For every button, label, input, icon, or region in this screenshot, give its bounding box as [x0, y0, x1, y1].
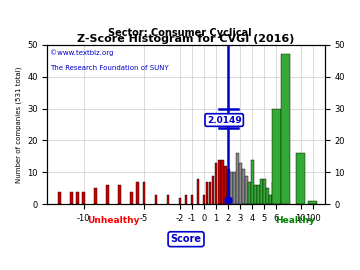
Bar: [309, 201, 317, 204]
Bar: [185, 195, 187, 204]
Bar: [203, 195, 206, 204]
Text: Unhealthy: Unhealthy: [87, 216, 140, 225]
Title: Z-Score Histogram for CVGI (2016): Z-Score Histogram for CVGI (2016): [77, 34, 295, 44]
Bar: [257, 185, 260, 204]
Bar: [266, 188, 269, 204]
Bar: [272, 182, 275, 204]
Bar: [215, 163, 217, 204]
Bar: [239, 163, 242, 204]
Bar: [254, 185, 257, 204]
Bar: [167, 195, 169, 204]
Bar: [236, 153, 239, 204]
Bar: [106, 185, 109, 204]
Bar: [296, 153, 305, 204]
Bar: [76, 192, 79, 204]
Bar: [191, 195, 193, 204]
Bar: [272, 109, 281, 204]
Bar: [218, 160, 221, 204]
Text: ©www.textbiz.org: ©www.textbiz.org: [50, 49, 113, 56]
Bar: [269, 195, 272, 204]
Text: The Research Foundation of SUNY: The Research Foundation of SUNY: [50, 65, 169, 72]
Bar: [58, 192, 61, 204]
Bar: [230, 173, 233, 204]
Bar: [212, 176, 215, 204]
Bar: [197, 179, 199, 204]
Bar: [179, 198, 181, 204]
Bar: [248, 182, 251, 204]
Bar: [251, 160, 254, 204]
Bar: [224, 166, 226, 204]
Bar: [233, 173, 235, 204]
Bar: [143, 182, 145, 204]
Bar: [206, 182, 208, 204]
Bar: [227, 169, 230, 204]
Bar: [209, 182, 211, 204]
Bar: [281, 54, 290, 204]
Bar: [130, 192, 133, 204]
Bar: [118, 185, 121, 204]
Bar: [154, 195, 157, 204]
Text: Healthy: Healthy: [275, 216, 314, 225]
Bar: [245, 176, 248, 204]
Bar: [263, 179, 266, 204]
Bar: [242, 169, 244, 204]
Bar: [94, 188, 97, 204]
Y-axis label: Number of companies (531 total): Number of companies (531 total): [15, 66, 22, 183]
X-axis label: Score: Score: [171, 234, 202, 244]
Bar: [221, 160, 224, 204]
Text: 2.0149: 2.0149: [207, 116, 242, 124]
Bar: [136, 182, 139, 204]
Text: Sector: Consumer Cyclical: Sector: Consumer Cyclical: [108, 28, 252, 38]
Bar: [70, 192, 73, 204]
Bar: [260, 179, 263, 204]
Bar: [82, 192, 85, 204]
